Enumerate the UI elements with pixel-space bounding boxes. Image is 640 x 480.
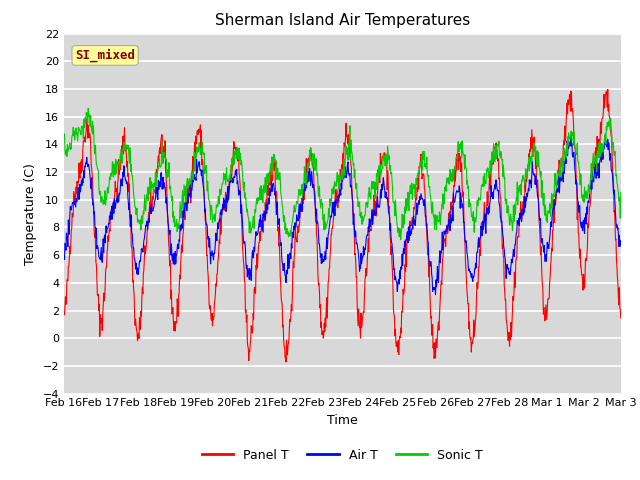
Sonic T xyxy=(554,169,562,175)
Air T xyxy=(147,205,154,211)
Air T xyxy=(60,254,68,260)
Sonic T xyxy=(495,152,503,158)
Sonic T xyxy=(617,190,625,195)
Sonic T xyxy=(147,187,155,193)
X-axis label: Time: Time xyxy=(327,414,358,427)
Line: Sonic T: Sonic T xyxy=(64,108,621,240)
Text: SI_mixed: SI_mixed xyxy=(75,49,135,62)
Sonic T xyxy=(60,135,68,141)
Air T xyxy=(121,174,129,180)
Air T xyxy=(399,263,406,268)
Sonic T xyxy=(84,106,92,111)
Air T xyxy=(432,292,440,298)
Panel T xyxy=(121,148,129,154)
Panel T xyxy=(60,309,68,315)
Panel T xyxy=(604,86,612,92)
Air T xyxy=(617,238,625,243)
Panel T xyxy=(147,187,154,192)
Panel T xyxy=(282,359,290,365)
Panel T xyxy=(554,177,561,183)
Air T xyxy=(495,199,503,204)
Air T xyxy=(553,189,561,195)
Sonic T xyxy=(554,167,561,173)
Panel T xyxy=(553,181,561,187)
Y-axis label: Temperature (C): Temperature (C) xyxy=(24,163,37,264)
Air T xyxy=(554,189,561,195)
Sonic T xyxy=(122,149,129,155)
Panel T xyxy=(495,176,503,182)
Line: Air T: Air T xyxy=(64,135,621,295)
Title: Sherman Island Air Temperatures: Sherman Island Air Temperatures xyxy=(215,13,470,28)
Legend: Panel T, Air T, Sonic T: Panel T, Air T, Sonic T xyxy=(196,444,488,467)
Line: Panel T: Panel T xyxy=(64,89,621,362)
Air T xyxy=(567,132,575,138)
Panel T xyxy=(399,287,407,292)
Panel T xyxy=(617,315,625,321)
Sonic T xyxy=(397,237,404,242)
Sonic T xyxy=(400,213,408,218)
